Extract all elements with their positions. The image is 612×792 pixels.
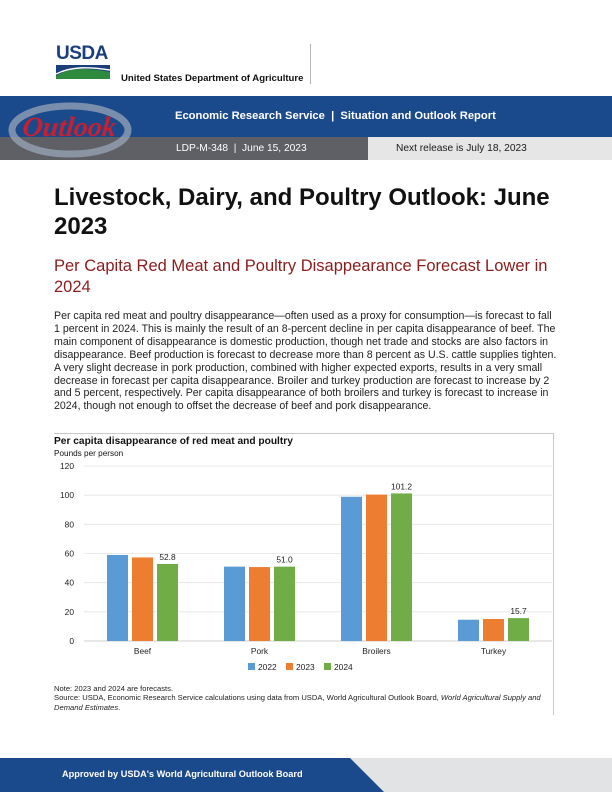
chart-source-text: Source: USDA, Economic Research Service … xyxy=(54,693,441,703)
bar-chart: 0 20 40 60 80 100 120 Beef Pork Broilers Turkey 52.… xyxy=(60,461,552,672)
chart-source-title: World Agricultural Supply and Demand Est… xyxy=(54,693,541,712)
y-tick-label: 100 xyxy=(60,490,74,500)
legend-swatch-2022 xyxy=(248,663,255,670)
bar-2024-turkey xyxy=(508,618,529,641)
bar-2024-beef xyxy=(157,564,178,641)
footer-approval: Approved by USDA's World Agricultural Ou… xyxy=(62,769,303,779)
legend-label: 2022 xyxy=(258,662,277,672)
x-tick-label: Beef xyxy=(134,646,152,656)
page-title: Livestock, Dairy, and Poultry Outlook: J… xyxy=(54,184,550,240)
x-tick-label: Pork xyxy=(251,646,269,656)
legend-swatch-2023 xyxy=(286,663,293,670)
footer-accent xyxy=(350,758,612,792)
bar-2022-pork xyxy=(224,566,245,641)
outlook-wordmark: Outlook xyxy=(21,112,118,143)
x-tick-label: Turkey xyxy=(481,646,507,656)
legend-label: 2023 xyxy=(296,662,315,672)
outlook-logo: Outlook xyxy=(8,102,132,158)
data-label: 51.0 xyxy=(276,555,293,565)
usda-logo-swoosh-icon xyxy=(56,65,110,79)
data-label: 52.8 xyxy=(159,552,176,562)
y-tick-label: 0 xyxy=(69,636,74,646)
page-subtitle: Per Capita Red Meat and Poultry Disappea… xyxy=(54,257,548,296)
department-name: United States Department of Agriculture xyxy=(121,73,304,84)
outlook-ring-icon xyxy=(8,102,132,158)
report-band xyxy=(0,96,612,137)
bar-2024-pork xyxy=(274,566,295,641)
body-paragraph: Per capita red meat and poultry disappea… xyxy=(54,310,557,413)
y-tick-label: 40 xyxy=(65,578,75,588)
legend-swatch-2024 xyxy=(324,663,331,670)
y-tick-label: 60 xyxy=(65,549,75,559)
data-label: 15.7 xyxy=(510,606,527,616)
x-tick-label: Broilers xyxy=(362,646,390,656)
bar-2022-turkey xyxy=(458,619,479,641)
bar-2023-turkey xyxy=(483,618,504,641)
chart-source-end: . xyxy=(118,702,121,712)
bar-2023-beef xyxy=(132,557,153,641)
bar-2022-beef xyxy=(107,554,128,641)
next-release-band xyxy=(368,137,612,160)
y-tick-label: 80 xyxy=(65,519,75,529)
chart-note-text: Note: 2023 and 2024 are forecasts. xyxy=(54,684,174,693)
next-release: Next release is July 18, 2023 xyxy=(396,143,527,154)
y-tick-label: 20 xyxy=(65,607,75,617)
usda-logo: USDA xyxy=(56,44,110,80)
chart-frame xyxy=(54,433,554,715)
chart-note: Note: 2023 and 2024 are forecasts. Sourc… xyxy=(54,684,554,712)
bar-2023-broilers xyxy=(366,494,387,641)
chart-title: Per capita disappearance of red meat and… xyxy=(54,436,293,447)
bar-2023-pork xyxy=(249,567,270,641)
bar-2024-broilers xyxy=(391,493,412,641)
report-info: LDP-M-348 | June 15, 2023 xyxy=(176,143,307,154)
report-band-text: Economic Research Service | Situation an… xyxy=(175,110,496,122)
chart-y-axis-label: Pounds per person xyxy=(54,449,124,458)
legend-label: 2024 xyxy=(334,662,353,672)
usda-logo-letters: USDA xyxy=(56,43,108,64)
header-divider xyxy=(310,44,311,84)
chart-source: Source: USDA, Economic Research Service … xyxy=(54,693,554,712)
bar-2022-broilers xyxy=(341,496,362,641)
data-label: 101.2 xyxy=(391,481,412,491)
y-tick-label: 120 xyxy=(60,461,74,471)
